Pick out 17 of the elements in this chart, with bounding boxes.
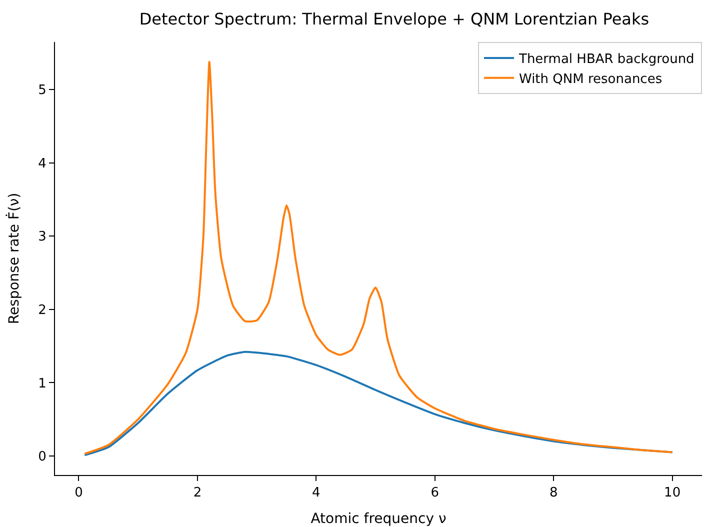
y-tick-label: 4: [38, 156, 46, 172]
y-tick-label: 2: [38, 302, 46, 318]
x-tick-label: 10: [664, 486, 681, 501]
legend-label: With QNM resonances: [519, 72, 662, 87]
x-axis-title: Atomic frequency ν: [310, 511, 446, 527]
x-tick-label: 6: [430, 486, 440, 501]
x-tick-label: 8: [549, 486, 558, 501]
y-tick-label: 1: [38, 376, 46, 392]
y-tick-label: 3: [38, 230, 46, 245]
chart-title: Detector Spectrum: Thermal Envelope + QNM Lorentzian Peaks: [139, 9, 650, 28]
y-axis-title: Response rate Ḟ(ν): [6, 192, 23, 324]
y-tick-label: 0: [38, 450, 46, 464]
x-tick-label: 0: [74, 486, 83, 501]
x-tick-label: 2: [193, 486, 202, 501]
y-tick-label: 5: [38, 83, 46, 98]
legend-label: Thermal HBAR background: [518, 52, 694, 68]
x-tick-label: 4: [312, 486, 320, 501]
